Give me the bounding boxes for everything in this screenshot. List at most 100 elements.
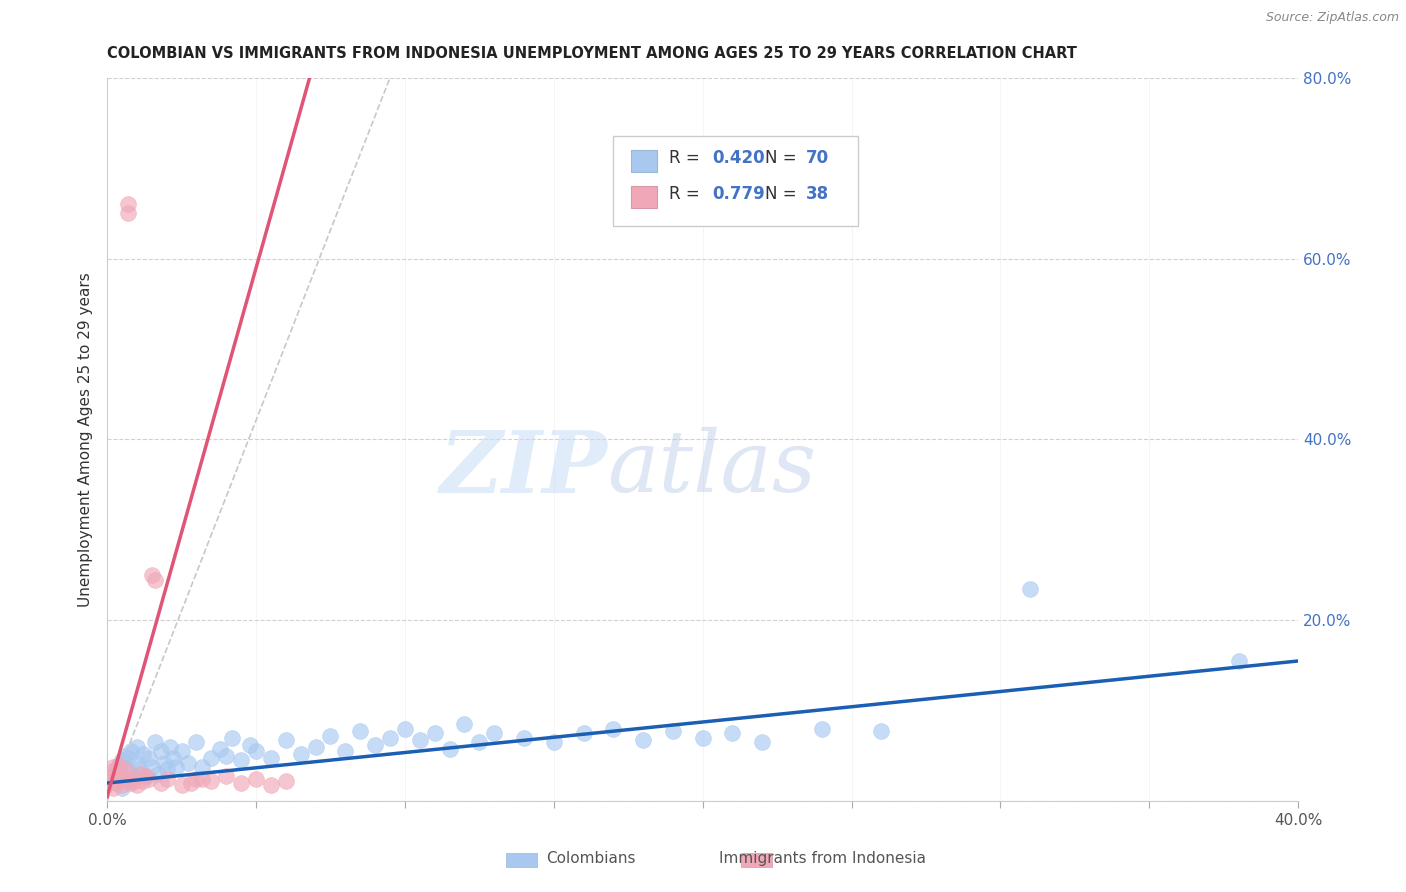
FancyBboxPatch shape xyxy=(631,186,658,208)
Point xyxy=(543,735,565,749)
Text: ZIP: ZIP xyxy=(440,426,607,510)
Point xyxy=(117,206,139,220)
Point xyxy=(200,774,222,789)
Point xyxy=(105,767,128,781)
Point xyxy=(138,772,160,786)
Text: Immigrants from Indonesia: Immigrants from Indonesia xyxy=(718,851,927,865)
Text: N =: N = xyxy=(765,149,801,167)
Text: 0.779: 0.779 xyxy=(713,186,765,203)
Point xyxy=(162,750,184,764)
Point xyxy=(149,744,172,758)
Point xyxy=(423,726,446,740)
Point xyxy=(811,722,834,736)
Point xyxy=(138,750,160,764)
Point xyxy=(143,735,166,749)
Point xyxy=(122,772,145,786)
Point xyxy=(114,763,136,777)
Point xyxy=(692,731,714,745)
Point xyxy=(125,756,148,771)
Point xyxy=(631,732,654,747)
Point xyxy=(117,774,139,789)
Text: 38: 38 xyxy=(807,186,830,203)
Point xyxy=(122,774,145,789)
Text: N =: N = xyxy=(765,186,801,203)
Point xyxy=(170,744,193,758)
Point xyxy=(141,568,163,582)
Point xyxy=(1227,654,1250,668)
Point xyxy=(468,735,491,749)
Point xyxy=(105,763,128,777)
Point xyxy=(120,744,142,758)
Point xyxy=(191,772,214,786)
Point xyxy=(170,778,193,792)
Point xyxy=(159,739,181,754)
Point xyxy=(120,772,142,786)
Point xyxy=(114,760,136,774)
Point xyxy=(484,726,506,740)
FancyBboxPatch shape xyxy=(631,150,658,172)
Point xyxy=(290,747,312,761)
Text: atlas: atlas xyxy=(607,427,817,509)
Point xyxy=(186,772,208,786)
Text: Colombians: Colombians xyxy=(546,851,636,865)
Point xyxy=(98,772,121,786)
Point xyxy=(409,732,432,747)
Point xyxy=(152,756,174,771)
Point xyxy=(156,763,179,777)
Point xyxy=(662,723,685,738)
Point xyxy=(101,767,124,781)
Point xyxy=(135,769,157,783)
Point xyxy=(221,731,243,745)
Point xyxy=(146,767,169,781)
Text: 70: 70 xyxy=(807,149,830,167)
Point xyxy=(111,778,134,792)
Point xyxy=(186,735,208,749)
Point xyxy=(572,726,595,740)
Point xyxy=(101,780,124,795)
Point xyxy=(132,747,155,761)
Point xyxy=(349,723,371,738)
Point xyxy=(125,778,148,792)
FancyBboxPatch shape xyxy=(613,136,858,226)
Text: Source: ZipAtlas.com: Source: ZipAtlas.com xyxy=(1265,11,1399,24)
Point xyxy=(105,776,128,790)
Point xyxy=(98,765,121,780)
Point xyxy=(209,741,232,756)
Point xyxy=(751,735,773,749)
Point xyxy=(602,722,624,736)
Point xyxy=(231,754,253,768)
Point xyxy=(156,772,179,786)
Point xyxy=(231,776,253,790)
Point xyxy=(108,758,131,772)
Point xyxy=(108,772,131,786)
Point xyxy=(245,772,267,786)
Point xyxy=(176,756,198,771)
Point xyxy=(180,776,202,790)
Point xyxy=(129,767,152,781)
Point xyxy=(453,717,475,731)
Point xyxy=(513,731,536,745)
Point xyxy=(96,776,118,790)
Point xyxy=(111,769,134,783)
Point xyxy=(274,732,297,747)
Text: R =: R = xyxy=(669,149,706,167)
Point xyxy=(132,774,155,789)
Point xyxy=(260,778,283,792)
Point xyxy=(108,758,131,772)
Point xyxy=(101,760,124,774)
Point xyxy=(304,739,326,754)
Point xyxy=(141,760,163,774)
Point xyxy=(114,748,136,763)
Point xyxy=(120,776,142,790)
Point xyxy=(439,741,461,756)
Point xyxy=(143,573,166,587)
Point xyxy=(394,722,416,736)
Text: 0.420: 0.420 xyxy=(713,149,765,167)
Point xyxy=(120,767,142,781)
Point xyxy=(135,769,157,783)
Point xyxy=(114,772,136,786)
Point xyxy=(111,780,134,795)
Text: COLOMBIAN VS IMMIGRANTS FROM INDONESIA UNEMPLOYMENT AMONG AGES 25 TO 29 YEARS CO: COLOMBIAN VS IMMIGRANTS FROM INDONESIA U… xyxy=(107,46,1077,62)
Point xyxy=(378,731,401,745)
Point xyxy=(98,772,121,786)
